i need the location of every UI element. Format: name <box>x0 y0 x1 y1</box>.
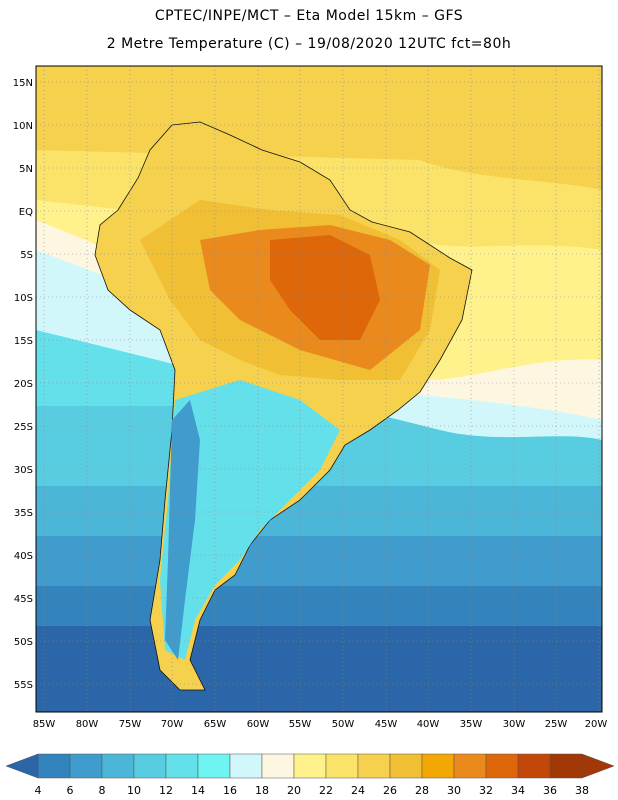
colorbar-swatch <box>165 753 199 779</box>
lon-label: 35W <box>460 719 483 730</box>
lat-label: 5N <box>19 164 33 175</box>
colorbar-swatch <box>325 753 359 779</box>
title-line-2: 2 Metre Temperature (C) – 19/08/2020 12U… <box>106 36 512 52</box>
colorbar-swatch <box>389 753 423 779</box>
lat-label: 35S <box>14 508 33 519</box>
colorbar-swatch <box>421 753 455 779</box>
colorbar-swatch <box>517 753 551 779</box>
lon-label: 55W <box>289 719 312 730</box>
lon-label: 40W <box>417 719 440 730</box>
map-frame <box>35 65 603 713</box>
lon-label: 25W <box>545 719 568 730</box>
colorbar-label: 36 <box>543 784 557 797</box>
colorbar-swatch <box>229 753 263 779</box>
colorbar-swatch <box>37 753 71 779</box>
southern-cool-region <box>160 380 340 660</box>
lat-label: 45S <box>14 594 33 605</box>
colorbar-label: 38 <box>575 784 589 797</box>
lon-label: 20W <box>585 719 608 730</box>
colorbar-label: 18 <box>255 784 269 797</box>
colorbar: 4 6 8 10 12 14 16 18 20 22 24 26 28 30 3… <box>5 753 615 797</box>
colorbar-label: 16 <box>223 784 237 797</box>
colorbar-swatch <box>133 753 167 779</box>
colorbar-swatch <box>197 753 231 779</box>
colorbar-label: 4 <box>35 784 42 797</box>
lon-label: 60W <box>247 719 270 730</box>
title-line-1: CPTEC/INPE/MCT – Eta Model 15km – GFS <box>154 8 464 24</box>
lat-label: 10S <box>14 293 33 304</box>
colorbar-label: 10 <box>127 784 141 797</box>
lon-label: 30W <box>503 719 526 730</box>
lon-label: 65W <box>204 719 227 730</box>
colorbar-swatch <box>453 753 487 779</box>
colorbar-swatch <box>101 753 135 779</box>
lat-label: EQ <box>19 207 33 218</box>
lon-label: 45W <box>375 719 398 730</box>
colorbar-label: 14 <box>191 784 205 797</box>
lat-label: 55S <box>14 680 33 691</box>
lat-label: 15N <box>13 78 33 89</box>
colorbar-swatch <box>261 753 295 779</box>
colorbar-label: 12 <box>159 784 173 797</box>
map-area <box>36 66 602 712</box>
colorbar-swatch <box>485 753 519 779</box>
colorbar-label: 24 <box>351 784 365 797</box>
latitude-labels: 15N 10N 5N EQ 5S 10S 15S 20S 25S 30S 35S… <box>13 78 33 691</box>
colorbar-swatch <box>549 753 583 779</box>
lat-label: 50S <box>14 637 33 648</box>
lat-label: 25S <box>14 422 33 433</box>
lat-label: 30S <box>14 465 33 476</box>
lat-label: 40S <box>14 551 33 562</box>
lon-label: 75W <box>119 719 142 730</box>
lon-label: 50W <box>332 719 355 730</box>
lat-label: 10N <box>13 121 33 132</box>
colorbar-label: 8 <box>99 784 106 797</box>
longitude-labels: 85W 80W 75W 70W 65W 60W 55W 50W 45W 40W … <box>33 719 608 730</box>
colorbar-label: 30 <box>447 784 461 797</box>
colorbar-swatch <box>69 753 103 779</box>
colorbar-high-arrow <box>581 753 615 779</box>
colorbar-swatch <box>357 753 391 779</box>
colorbar-label: 34 <box>511 784 525 797</box>
ocean-band-28 <box>36 66 602 190</box>
lat-label: 15S <box>14 336 33 347</box>
lon-label: 80W <box>76 719 99 730</box>
colorbar-label: 6 <box>67 784 74 797</box>
colorbar-label: 26 <box>383 784 397 797</box>
colorbar-label: 20 <box>287 784 301 797</box>
colorbar-swatch <box>293 753 327 779</box>
andes-cold <box>165 400 200 660</box>
lon-label: 85W <box>33 719 56 730</box>
hottest-core <box>270 235 380 340</box>
lat-label: 20S <box>14 379 33 390</box>
colorbar-label: 32 <box>479 784 493 797</box>
colorbar-low-arrow <box>5 753 39 779</box>
lon-label: 70W <box>161 719 184 730</box>
colorbar-label: 22 <box>319 784 333 797</box>
lat-label: 5S <box>20 250 33 261</box>
colorbar-label: 28 <box>415 784 429 797</box>
